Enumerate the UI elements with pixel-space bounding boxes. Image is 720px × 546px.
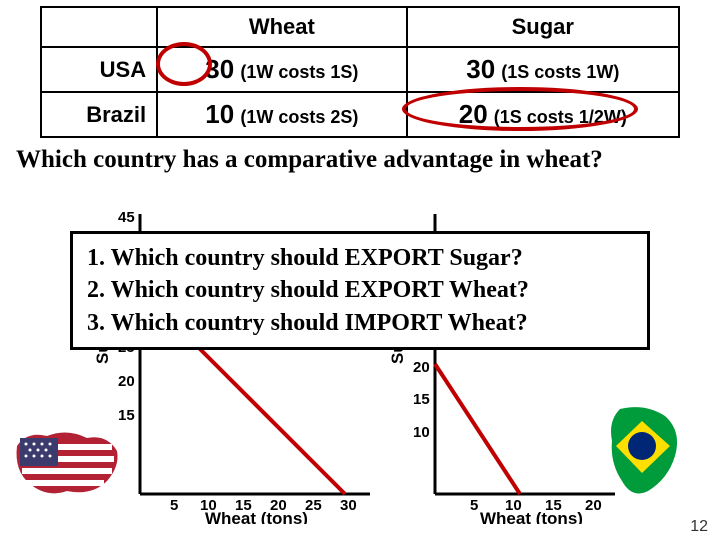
usa-flag-icon — [12, 426, 122, 501]
usa-y-20: 20 — [118, 373, 135, 390]
q1: 1. Which country should EXPORT Sugar? — [87, 242, 633, 274]
usa-wheat-qty: 30 — [205, 54, 234, 84]
q3: 3. Which country should IMPORT Wheat? — [87, 307, 633, 339]
br-y-10: 10 — [413, 424, 430, 441]
circle-usa-wheat — [156, 42, 212, 86]
usa-x-30: 30 — [340, 497, 357, 514]
brazil-wheat-cell: 10 (1W costs 2S) — [157, 92, 406, 137]
brazil-flag-icon — [590, 401, 690, 501]
slide-number: 12 — [690, 518, 708, 536]
usa-xlabel: Wheat (tons) — [205, 509, 308, 524]
usa-wheat-oc: (1W costs 1S) — [240, 62, 358, 82]
usa-y-15: 15 — [118, 407, 135, 424]
usa-x-5: 5 — [170, 497, 178, 514]
row-usa-label: USA — [41, 47, 157, 92]
col-wheat: Wheat — [157, 7, 406, 47]
brazil-wheat-oc: (1W costs 2S) — [240, 107, 358, 127]
brazil-sugar-qty: 20 — [459, 99, 488, 129]
row-brazil-label: Brazil — [41, 92, 157, 137]
br-x-5: 5 — [470, 497, 478, 514]
usa-y-45: 45 — [118, 209, 135, 226]
br-y-20: 20 — [413, 359, 430, 376]
usa-sugar-oc: (1S costs 1W) — [501, 62, 619, 82]
question-box: 1. Which country should EXPORT Sugar? 2.… — [70, 231, 650, 350]
col-sugar: Sugar — [407, 7, 679, 47]
usa-sugar-qty: 30 — [466, 54, 495, 84]
usa-wheat-cell: 30 (1W costs 1S) — [157, 47, 406, 92]
q2: 2. Which country should EXPORT Wheat? — [87, 274, 633, 306]
main-question: Which country has a comparative advantag… — [16, 146, 720, 174]
usa-sugar-cell: 30 (1S costs 1W) — [407, 47, 679, 92]
brazil-wheat-qty: 10 — [205, 99, 234, 129]
production-table: Wheat Sugar USA 30 (1W costs 1S) 30 (1S … — [40, 6, 680, 138]
brazil-sugar-cell: 20 (1S costs 1/2W) — [407, 92, 679, 137]
brazil-sugar-oc: (1S costs 1/2W) — [494, 107, 627, 127]
br-xlabel: Wheat (tons) — [480, 509, 583, 524]
br-y-15: 15 — [413, 391, 430, 408]
